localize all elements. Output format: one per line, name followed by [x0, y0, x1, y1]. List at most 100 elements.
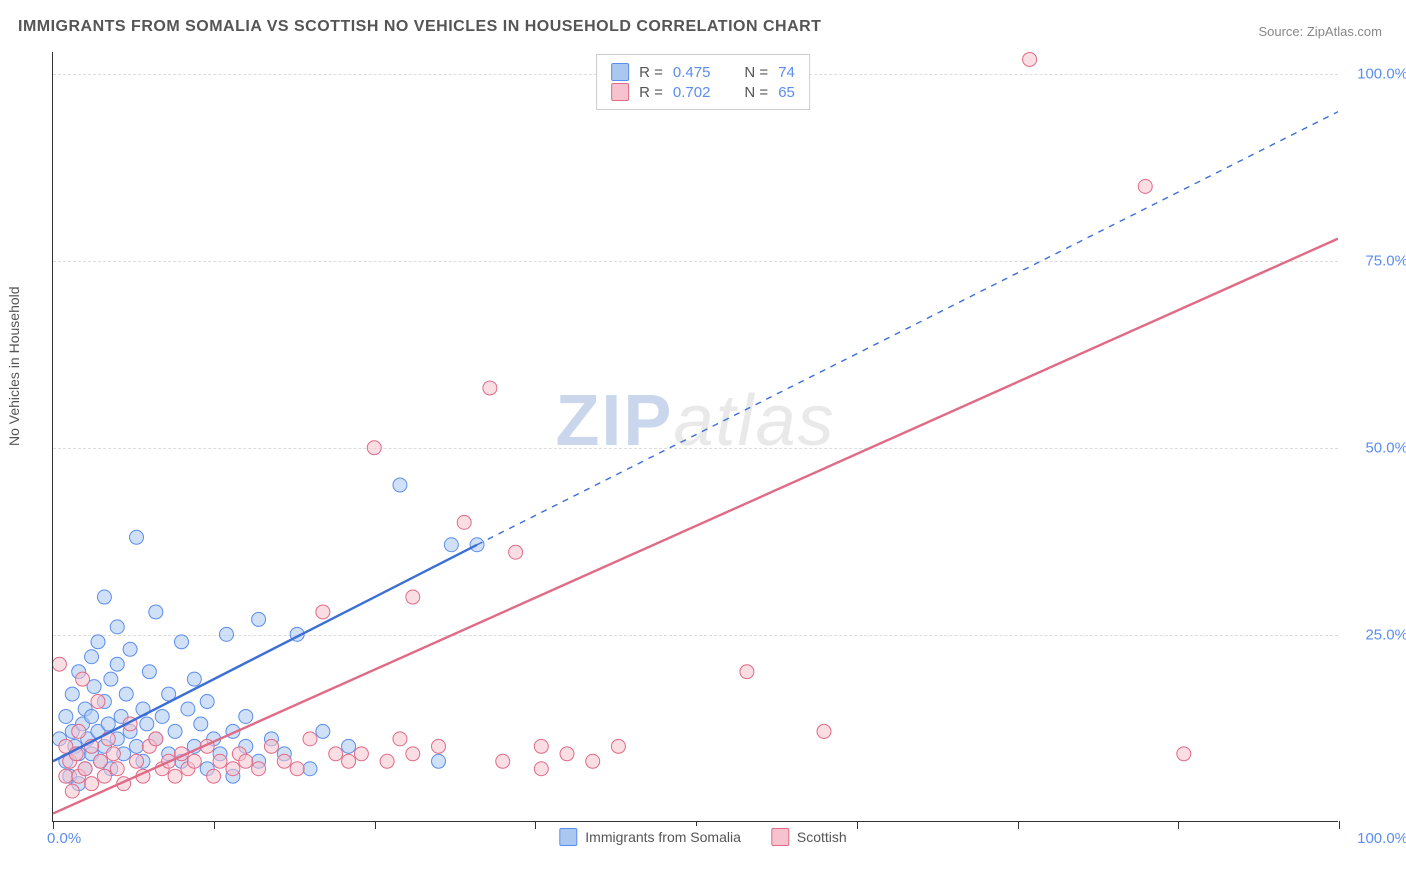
data-point: [119, 687, 133, 701]
legend-n-label: N =: [744, 64, 768, 81]
data-point: [342, 739, 356, 753]
legend-item: Immigrants from Somalia: [559, 828, 741, 846]
data-point: [76, 672, 90, 686]
data-point: [496, 754, 510, 768]
data-point: [303, 762, 317, 776]
data-point: [65, 784, 79, 798]
data-point: [200, 695, 214, 709]
data-point: [393, 732, 407, 746]
data-point: [316, 724, 330, 738]
source-link[interactable]: ZipAtlas.com: [1307, 24, 1382, 39]
data-point: [175, 635, 189, 649]
data-point: [534, 762, 548, 776]
data-point: [444, 538, 458, 552]
data-point: [140, 717, 154, 731]
legend-stat-row: R = 0.475N = 74: [611, 63, 795, 81]
data-point: [85, 777, 99, 791]
data-point: [509, 545, 523, 559]
legend-swatch: [559, 828, 577, 846]
legend-label: Immigrants from Somalia: [585, 829, 741, 845]
x-tick: [53, 821, 54, 829]
y-tick-label: 100.0%: [1348, 66, 1406, 83]
data-point: [106, 747, 120, 761]
data-point: [181, 702, 195, 716]
data-point: [380, 754, 394, 768]
x-tick: [1178, 821, 1179, 829]
legend-r-value: 0.702: [673, 84, 711, 101]
data-point: [252, 762, 266, 776]
data-point: [149, 605, 163, 619]
legend-series: Immigrants from Somalia Scottish: [553, 826, 852, 848]
data-point: [1138, 179, 1152, 193]
legend-stats: R = 0.475N = 74 R = 0.702 N = 65: [596, 54, 810, 110]
plot-area: ZIPatlas 25.0%50.0%75.0%100.0%0.0%100.0%: [52, 52, 1338, 822]
x-tick: [375, 821, 376, 829]
x-tick: [214, 821, 215, 829]
legend-n-value: 74: [778, 64, 795, 81]
data-point: [611, 739, 625, 753]
data-point: [110, 657, 124, 671]
data-point: [264, 739, 278, 753]
data-point: [91, 635, 105, 649]
legend-swatch: [611, 63, 629, 81]
data-point: [354, 747, 368, 761]
data-point: [130, 530, 144, 544]
legend-r-label: R =: [639, 84, 663, 101]
data-point: [85, 650, 99, 664]
data-point: [290, 762, 304, 776]
y-tick-label: 50.0%: [1348, 440, 1406, 457]
data-point: [123, 642, 137, 656]
data-point: [194, 717, 208, 731]
legend-label: Scottish: [797, 829, 847, 845]
y-axis-label: No Vehicles in Household: [6, 286, 22, 446]
data-point: [277, 754, 291, 768]
data-point: [101, 717, 115, 731]
data-point: [393, 478, 407, 492]
data-point: [149, 732, 163, 746]
data-point: [155, 709, 169, 723]
x-tick: [857, 821, 858, 829]
data-point: [406, 747, 420, 761]
data-point: [168, 724, 182, 738]
data-point: [142, 665, 156, 679]
chart-svg: [53, 52, 1338, 821]
data-point: [406, 590, 420, 604]
legend-n-value: 65: [778, 84, 795, 101]
data-point: [168, 769, 182, 783]
legend-n-label: N =: [744, 84, 768, 101]
y-tick-label: 75.0%: [1348, 253, 1406, 270]
data-point: [130, 754, 144, 768]
data-point: [187, 672, 201, 686]
data-point: [432, 754, 446, 768]
chart-title: IMMIGRANTS FROM SOMALIA VS SCOTTISH NO V…: [18, 18, 821, 36]
data-point: [213, 754, 227, 768]
data-point: [239, 709, 253, 723]
data-point: [97, 769, 111, 783]
data-point: [1177, 747, 1191, 761]
data-point: [130, 739, 144, 753]
y-tick-label: 25.0%: [1348, 627, 1406, 644]
data-point: [239, 754, 253, 768]
data-point: [219, 627, 233, 641]
x-tick-label: 100.0%: [1348, 830, 1406, 847]
data-point: [91, 695, 105, 709]
legend-swatch: [611, 83, 629, 101]
data-point: [207, 769, 221, 783]
data-point: [94, 754, 108, 768]
data-point: [817, 724, 831, 738]
x-tick-label: 0.0%: [47, 830, 81, 847]
data-point: [367, 441, 381, 455]
data-point: [110, 620, 124, 634]
data-point: [457, 515, 471, 529]
data-point: [78, 762, 92, 776]
data-point: [586, 754, 600, 768]
legend-stat-row: R = 0.702 N = 65: [611, 83, 795, 101]
data-point: [226, 762, 240, 776]
data-point: [104, 672, 118, 686]
data-point: [483, 381, 497, 395]
data-point: [72, 724, 86, 738]
data-point: [329, 747, 343, 761]
data-point: [59, 769, 73, 783]
data-point: [342, 754, 356, 768]
legend-item: Scottish: [771, 828, 847, 846]
